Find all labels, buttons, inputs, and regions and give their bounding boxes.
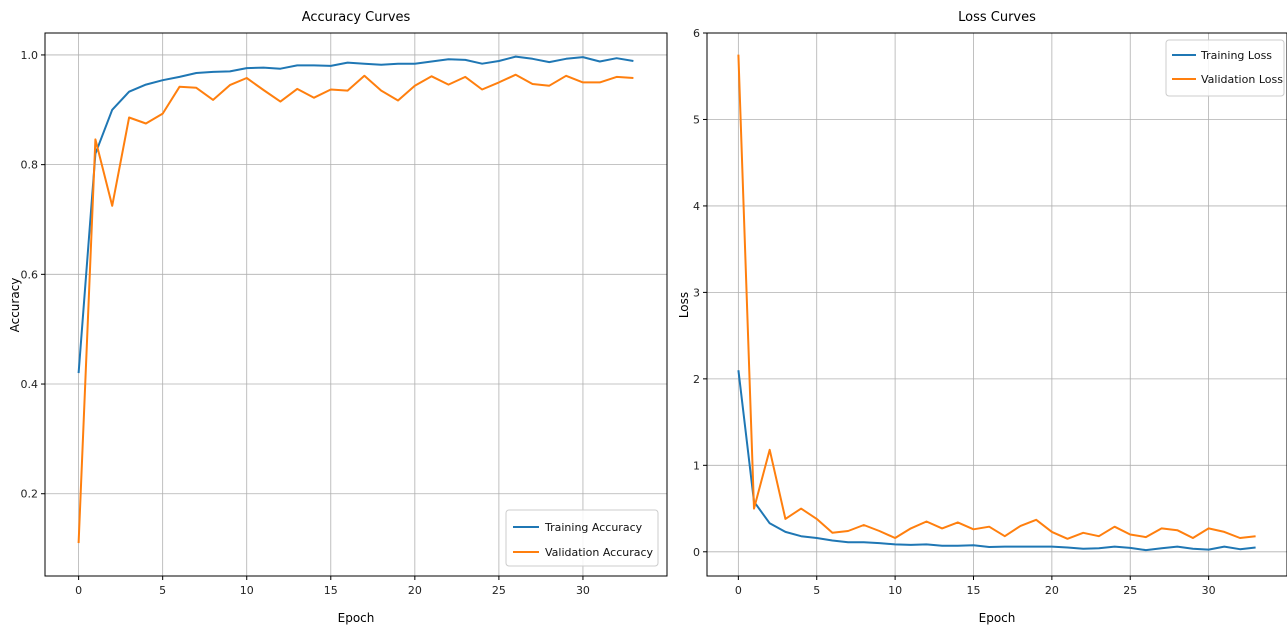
grid — [45, 33, 667, 576]
x-axis-label: Epoch — [979, 611, 1016, 625]
series-line-training-accuracy — [77, 55, 634, 374]
x-tick-label: 10 — [240, 584, 254, 597]
chart-title: Accuracy Curves — [302, 10, 411, 25]
x-tick-label: 5 — [159, 584, 166, 597]
y-tick-label: 0.8 — [21, 159, 39, 172]
legend-box — [505, 509, 659, 567]
y-tick-label: 3 — [693, 286, 700, 299]
plot-frame — [706, 32, 1287, 577]
series-lines — [77, 55, 634, 544]
x-tick-label: 20 — [408, 584, 422, 597]
legend: Training Accuracy Validation Accuracy — [505, 509, 659, 567]
tick-labels: 0 5 10 15 20 25 30 0.2 0.4 0.6 0.8 1.0 — [21, 49, 590, 597]
series-line-validation-accuracy — [77, 73, 634, 544]
x-tick-label: 0 — [75, 584, 82, 597]
x-tick-label: 30 — [576, 584, 590, 597]
y-tick-label: 0.6 — [21, 268, 39, 281]
y-axis-label: Accuracy — [8, 278, 22, 333]
legend-label-validation-accuracy: Validation Accuracy — [545, 546, 654, 559]
loss-chart: Loss Curves Epoch Loss 0 5 10 15 20 25 30 0 1 2 3 4… — [677, 10, 1287, 625]
grid — [707, 32, 1287, 576]
y-tick-label: 2 — [693, 373, 700, 386]
legend-label-training-loss: Training Loss — [1200, 49, 1272, 62]
series-line-training-loss — [737, 370, 1256, 552]
y-tick-label: 5 — [693, 113, 700, 126]
y-tick-label: 1.0 — [21, 49, 39, 62]
x-tick-label: 15 — [966, 584, 980, 597]
y-tick-label: 0.2 — [21, 488, 39, 501]
y-tick-label: 1 — [693, 459, 700, 472]
legend: Training Loss Validation Loss — [1165, 39, 1285, 97]
y-axis-label: Loss — [677, 292, 691, 318]
y-tick-label: 4 — [693, 200, 700, 213]
series-line-validation-loss — [737, 54, 1256, 540]
plot-frame — [44, 32, 668, 577]
accuracy-chart: Accuracy Curves Epoch Accuracy 0 5 10 15 20 2… — [8, 10, 668, 625]
x-tick-label: 10 — [888, 584, 902, 597]
x-tick-label: 30 — [1202, 584, 1216, 597]
y-tick-label: 0 — [693, 546, 700, 559]
x-tick-label: 5 — [813, 584, 820, 597]
y-tick-label: 6 — [693, 27, 700, 40]
series-lines — [737, 54, 1256, 552]
x-axis-label: Epoch — [338, 611, 375, 625]
x-tick-label: 25 — [492, 584, 506, 597]
x-tick-label: 0 — [735, 584, 742, 597]
tick-labels: 0 5 10 15 20 25 30 0 1 2 3 4 5 6 — [693, 27, 1216, 597]
x-tick-label: 25 — [1123, 584, 1137, 597]
x-tick-label: 15 — [324, 584, 338, 597]
y-tick-label: 0.4 — [21, 378, 39, 391]
x-tick-label: 20 — [1045, 584, 1059, 597]
chart-title: Loss Curves — [958, 10, 1036, 25]
legend-label-training-accuracy: Training Accuracy — [544, 521, 643, 534]
legend-label-validation-loss: Validation Loss — [1201, 73, 1283, 86]
